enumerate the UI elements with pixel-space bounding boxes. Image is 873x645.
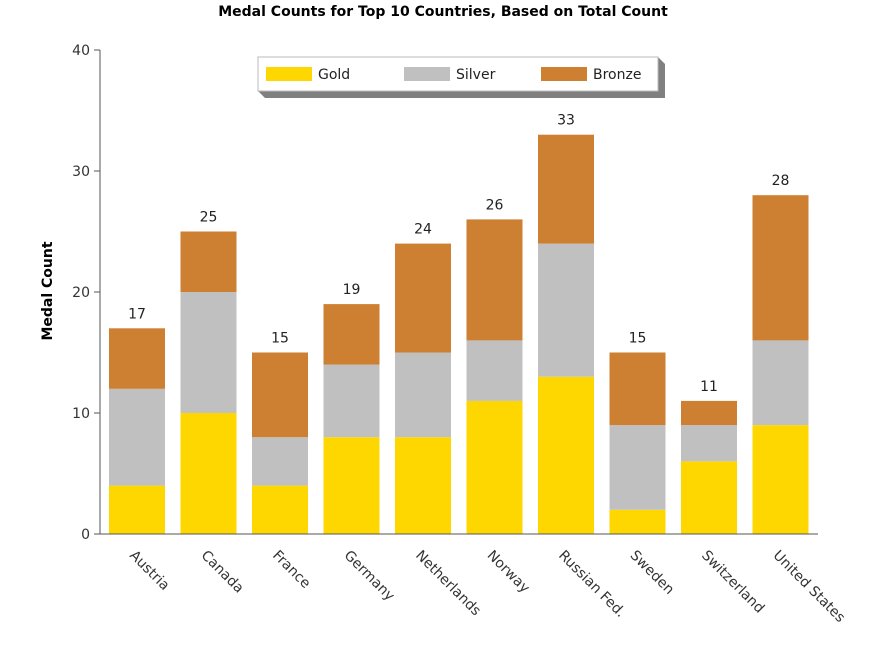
bar-gold-united-states (752, 425, 809, 534)
y-axis: 0 10 20 30 40 (72, 43, 101, 543)
total-label: 17 (128, 306, 146, 322)
bar-silver-norway (466, 340, 523, 401)
legend-box (257, 56, 659, 92)
chart-title: Medal Counts for Top 10 Countries, Based… (218, 4, 668, 20)
x-axis: Austria Canada France Germany Netherlands Nor… (100, 533, 848, 626)
bar-gold-norway (466, 400, 523, 534)
bar-bronze-united-states (752, 195, 809, 341)
bars (109, 134, 809, 534)
y-tick-label: 20 (72, 285, 90, 301)
total-label: 33 (557, 113, 575, 129)
total-label: 19 (343, 282, 361, 298)
bar-bronze-netherlands (395, 243, 451, 353)
x-tick-label: France (269, 548, 313, 592)
bar-bronze-switzerland (681, 400, 737, 426)
total-label: 15 (629, 331, 647, 347)
bar-bronze-canada (180, 231, 237, 292)
legend-label-bronze: Bronze (593, 67, 641, 83)
y-tick-label: 0 (81, 527, 90, 543)
bar-gold-germany (323, 437, 380, 534)
total-label: 25 (200, 210, 218, 226)
bar-bronze-germany (323, 304, 380, 365)
y-tick-label: 10 (72, 406, 90, 422)
total-label: 28 (772, 173, 790, 189)
x-tick-label: Netherlands (412, 548, 484, 620)
bar-gold-switzerland (681, 461, 737, 534)
bar-gold-russian-fed- (538, 376, 594, 534)
x-tick-label: Sweden (627, 548, 677, 598)
x-tick-label: Austria (126, 548, 172, 594)
bar-silver-russian-fed- (538, 243, 594, 377)
legend-swatch-bronze (541, 67, 587, 81)
bar-silver-canada (180, 292, 237, 413)
legend-swatch-silver (404, 67, 450, 81)
x-tick-label: Switzerland (698, 548, 767, 617)
x-tick-label: Canada (198, 548, 247, 597)
legend-label-silver: Silver (456, 67, 496, 83)
y-axis-label: Medal Count (40, 241, 56, 340)
total-label: 11 (700, 379, 718, 395)
total-label: 26 (486, 197, 504, 213)
bar-silver-switzerland (681, 425, 737, 462)
bar-silver-netherlands (395, 352, 451, 438)
bar-silver-united-states (752, 340, 809, 426)
legend-swatch-gold (266, 67, 312, 81)
bar-silver-sweden (609, 425, 666, 510)
y-tick-label: 40 (72, 43, 90, 59)
bar-bronze-russian-fed- (538, 134, 594, 244)
legend: Gold Silver Bronze (257, 56, 665, 98)
data-labels: 17 25 15 19 24 26 33 15 11 28 (128, 113, 789, 395)
x-tick-label: United States (770, 548, 848, 626)
bar-gold-austria (109, 485, 165, 534)
bar-gold-france (252, 485, 308, 534)
bar-bronze-austria (109, 328, 165, 389)
bar-bronze-sweden (609, 352, 666, 426)
bar-silver-austria (109, 388, 165, 486)
x-tick-label: Germany (341, 548, 398, 605)
bar-gold-canada (180, 413, 237, 534)
bar-silver-germany (323, 364, 380, 438)
total-label: 15 (271, 331, 289, 347)
x-tick-label: Norway (484, 548, 533, 597)
legend-label-gold: Gold (318, 67, 350, 83)
bar-gold-netherlands (395, 437, 451, 534)
bar-silver-france (252, 437, 308, 486)
bar-bronze-france (252, 352, 308, 438)
x-tick-label: Russian Fed. (555, 548, 628, 621)
bar-bronze-norway (466, 219, 523, 341)
bar-gold-sweden (609, 509, 666, 534)
total-label: 24 (414, 222, 432, 238)
y-tick-label: 30 (72, 164, 90, 180)
